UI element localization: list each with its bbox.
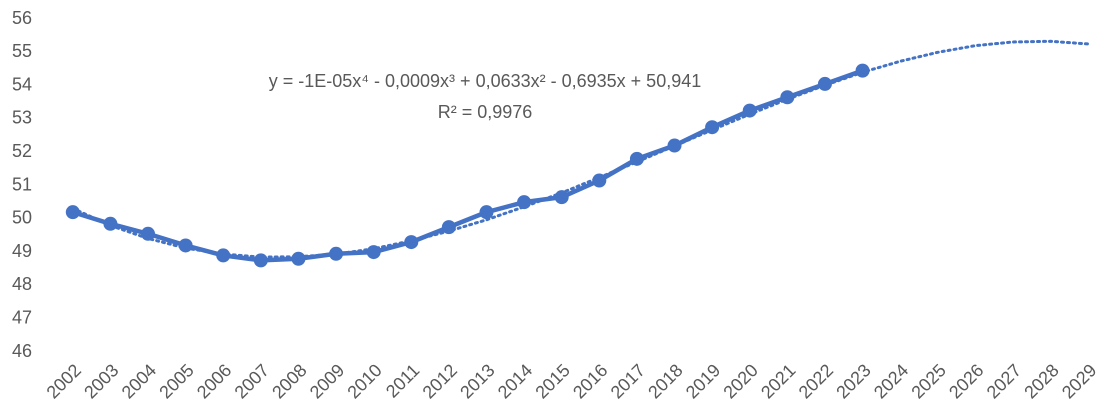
y-tick-label: 55	[12, 41, 32, 61]
marker	[404, 235, 419, 250]
r-squared: R² = 0,9976	[438, 102, 533, 122]
x-tick-label: 2014	[494, 360, 536, 402]
marker	[366, 245, 381, 260]
x-tick-label: 2005	[155, 360, 197, 402]
y-tick-label: 54	[12, 74, 32, 94]
y-tick-label: 53	[12, 108, 32, 128]
x-tick-label: 2017	[607, 360, 649, 402]
x-tick-label: 2022	[795, 360, 837, 402]
marker	[141, 226, 156, 241]
marker	[855, 63, 870, 78]
marker	[817, 76, 832, 91]
y-tick-label: 49	[12, 241, 32, 261]
marker	[705, 120, 720, 135]
x-tick-label: 2026	[945, 360, 987, 402]
x-tick-label: 2019	[682, 360, 724, 402]
x-tick-label: 2009	[306, 360, 348, 402]
marker	[329, 246, 344, 261]
x-tick-label: 2015	[531, 360, 573, 402]
y-tick-label: 50	[12, 208, 32, 228]
marker	[103, 216, 118, 231]
x-tick-label: 2024	[870, 360, 912, 402]
marker	[253, 253, 268, 268]
x-tick-label: 2013	[456, 360, 498, 402]
marker	[65, 205, 80, 220]
marker	[554, 190, 569, 205]
line	[72, 68, 864, 263]
marker	[291, 251, 306, 266]
marker	[742, 103, 757, 118]
trendline	[71, 39, 1090, 259]
y-tick-label: 52	[12, 141, 32, 161]
trend-equation: y = -1E-05x⁴ - 0,0009x³ + 0,0633x² - 0,6…	[269, 71, 702, 91]
x-tick-label: 2023	[832, 360, 874, 402]
x-tick-label: 2010	[343, 360, 385, 402]
marker	[479, 205, 494, 220]
marker	[667, 138, 682, 153]
x-tick-label: 2027	[983, 360, 1025, 402]
x-tick-label: 2025	[907, 360, 949, 402]
marker	[592, 173, 607, 188]
marker	[780, 90, 795, 105]
y-tick-label: 46	[12, 341, 32, 361]
x-tick-label: 2003	[80, 360, 122, 402]
y-tick-label: 56	[12, 8, 32, 28]
x-tick-label: 2008	[268, 360, 310, 402]
x-tick-label: 2029	[1058, 360, 1100, 402]
x-tick-label: 2021	[757, 360, 799, 402]
x-tick-label: 2004	[118, 360, 160, 402]
y-tick-label: 47	[12, 307, 32, 327]
marker	[178, 238, 193, 253]
x-tick-label: 2016	[569, 360, 611, 402]
x-tick-label: 2007	[231, 360, 273, 402]
y-tick-label: 48	[12, 274, 32, 294]
x-tick-label: 2018	[644, 360, 686, 402]
marker	[517, 195, 532, 210]
y-tick-label: 51	[12, 174, 32, 194]
marker	[441, 220, 456, 235]
marker	[629, 151, 644, 166]
x-tick-label: 2012	[419, 360, 461, 402]
x-tick-label: 2002	[43, 360, 85, 402]
x-tick-label: 2006	[193, 360, 235, 402]
x-tick-label: 2020	[719, 360, 761, 402]
marker	[216, 248, 231, 263]
x-tick-label: 2011	[382, 360, 424, 402]
x-tick-label: 2028	[1020, 360, 1062, 402]
